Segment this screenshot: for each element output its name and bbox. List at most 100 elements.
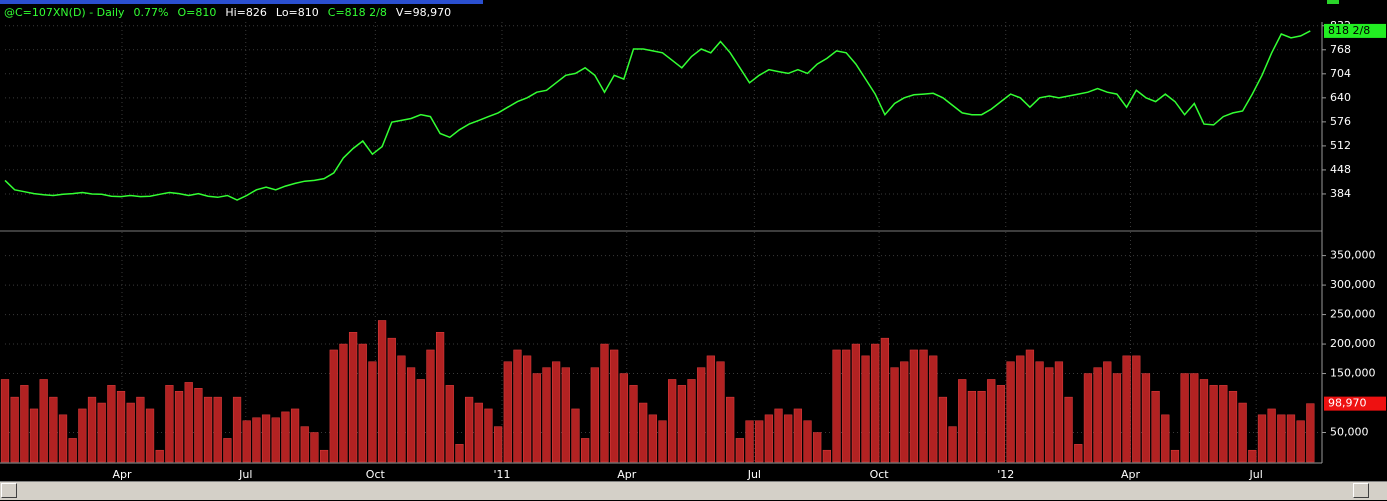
y-tick-label: 384: [1330, 187, 1351, 200]
volume-bar: [1190, 373, 1199, 463]
y-tick-label: 512: [1330, 139, 1351, 152]
volume-bar: [406, 367, 416, 463]
volume-bar: [165, 385, 174, 463]
x-tick-label: Apr: [1121, 468, 1141, 481]
volume-bar: [358, 343, 367, 463]
volume-bar: [87, 396, 97, 463]
last-value-badge: [1324, 23, 1386, 38]
volume-bar: [474, 402, 483, 463]
x-tick-label: Oct: [870, 468, 890, 481]
y-tick-label: 50,000: [1330, 426, 1369, 439]
volume-bar: [49, 396, 58, 463]
volume-bar: [1219, 385, 1228, 463]
x-tick-label: Apr: [617, 468, 637, 481]
price-line: [4, 30, 1311, 201]
volume-bar: [387, 337, 396, 463]
volume-bar: [542, 367, 551, 463]
volume-bar: [938, 396, 948, 463]
volume-bar: [58, 414, 68, 463]
volume-bar: [232, 396, 242, 463]
volume-bar: [223, 438, 232, 463]
y-tick-label: 576: [1330, 115, 1351, 128]
volume-bar: [1306, 403, 1315, 463]
volume-bar: [958, 379, 967, 463]
volume-bar: [880, 337, 890, 463]
volume-bar: [987, 379, 996, 463]
volume-bar: [706, 355, 715, 463]
volume-bar: [1006, 361, 1015, 463]
y-tick-label: 350,000: [1330, 249, 1376, 262]
volume-bar: [871, 343, 880, 463]
volume-bar: [600, 343, 609, 463]
volume-bar: [68, 438, 77, 463]
volume-bar: [851, 343, 861, 463]
volume-bar: [484, 408, 493, 463]
volume-bar: [435, 332, 445, 463]
y-tick-label: 704: [1330, 67, 1351, 80]
volume-bar: [368, 361, 377, 463]
volume-bar: [639, 402, 648, 463]
close: C=818 2/8: [327, 6, 387, 19]
low: Lo=810: [275, 6, 319, 19]
volume-bar: [687, 379, 696, 463]
symbol: @C=107XN(D) - Daily: [4, 6, 125, 19]
volume-bar: [658, 420, 667, 463]
volume-bar: [832, 349, 841, 463]
volume-bar: [290, 408, 300, 463]
volume-bar: [97, 402, 106, 463]
high: Hi=826: [225, 6, 267, 19]
last-value-badge: [1324, 396, 1386, 411]
volume-bar: [155, 449, 164, 463]
last-value-label: 818 2/8: [1328, 24, 1370, 37]
volume-bar: [619, 373, 628, 463]
volume-bar: [397, 355, 406, 463]
volume-bar: [503, 361, 512, 463]
volume-bar: [677, 385, 686, 463]
volume-bar: [261, 414, 271, 463]
scroll-right[interactable]: [1353, 483, 1369, 498]
volume-bar: [426, 349, 435, 463]
volume-bar: [909, 349, 919, 463]
volume-bar: [716, 361, 725, 463]
volume-bar: [1112, 373, 1122, 463]
volume-bar: [919, 349, 928, 463]
volume-bar: [29, 408, 39, 463]
volume-bar: [377, 320, 387, 463]
last-value-label: 98,970: [1328, 397, 1367, 410]
volume-bar: [890, 367, 899, 463]
volume-bar: [784, 414, 793, 463]
x-tick-label: '12: [997, 468, 1014, 481]
volume-bar: [213, 396, 222, 463]
x-tick-label: Jul: [1249, 468, 1263, 481]
volume-bar: [513, 349, 522, 463]
volume-bar: [348, 332, 358, 463]
scroll-left[interactable]: [1, 483, 17, 498]
y-tick-label: 250,000: [1330, 308, 1376, 321]
volume-bar: [78, 408, 87, 463]
volume-bar: [735, 438, 744, 463]
volume-bar: [1151, 390, 1160, 463]
volume-bar: [590, 367, 599, 463]
volume-bar: [1132, 355, 1141, 463]
volume-bar: [1025, 349, 1035, 463]
chart: Apr Jul Oct '11 Apr Jul Oct '12 Apr Jul 384 448 512 5…: [0, 19, 1386, 481]
y-tick-label: 640: [1330, 91, 1351, 104]
volume-bar: [822, 449, 831, 463]
scrollbar[interactable]: [0, 481, 1387, 500]
volume-bar: [1093, 367, 1102, 463]
volume-bar: [339, 343, 348, 463]
volume-bar: [145, 408, 155, 463]
volume-bar: [1286, 414, 1296, 463]
volume-bar: [1045, 367, 1054, 463]
volume-bar: [184, 382, 193, 463]
volume-bar: [571, 408, 580, 463]
volume-bar: [793, 408, 802, 463]
volume-bar: [1277, 414, 1286, 463]
volume-bar: [300, 426, 309, 463]
volume-bar: [319, 449, 329, 463]
volume-bar: [629, 385, 638, 463]
volume-bar: [174, 390, 184, 463]
volume-bar: [1122, 355, 1131, 463]
volume-bar: [1016, 355, 1025, 463]
x-tick-label: Jul: [238, 468, 252, 481]
